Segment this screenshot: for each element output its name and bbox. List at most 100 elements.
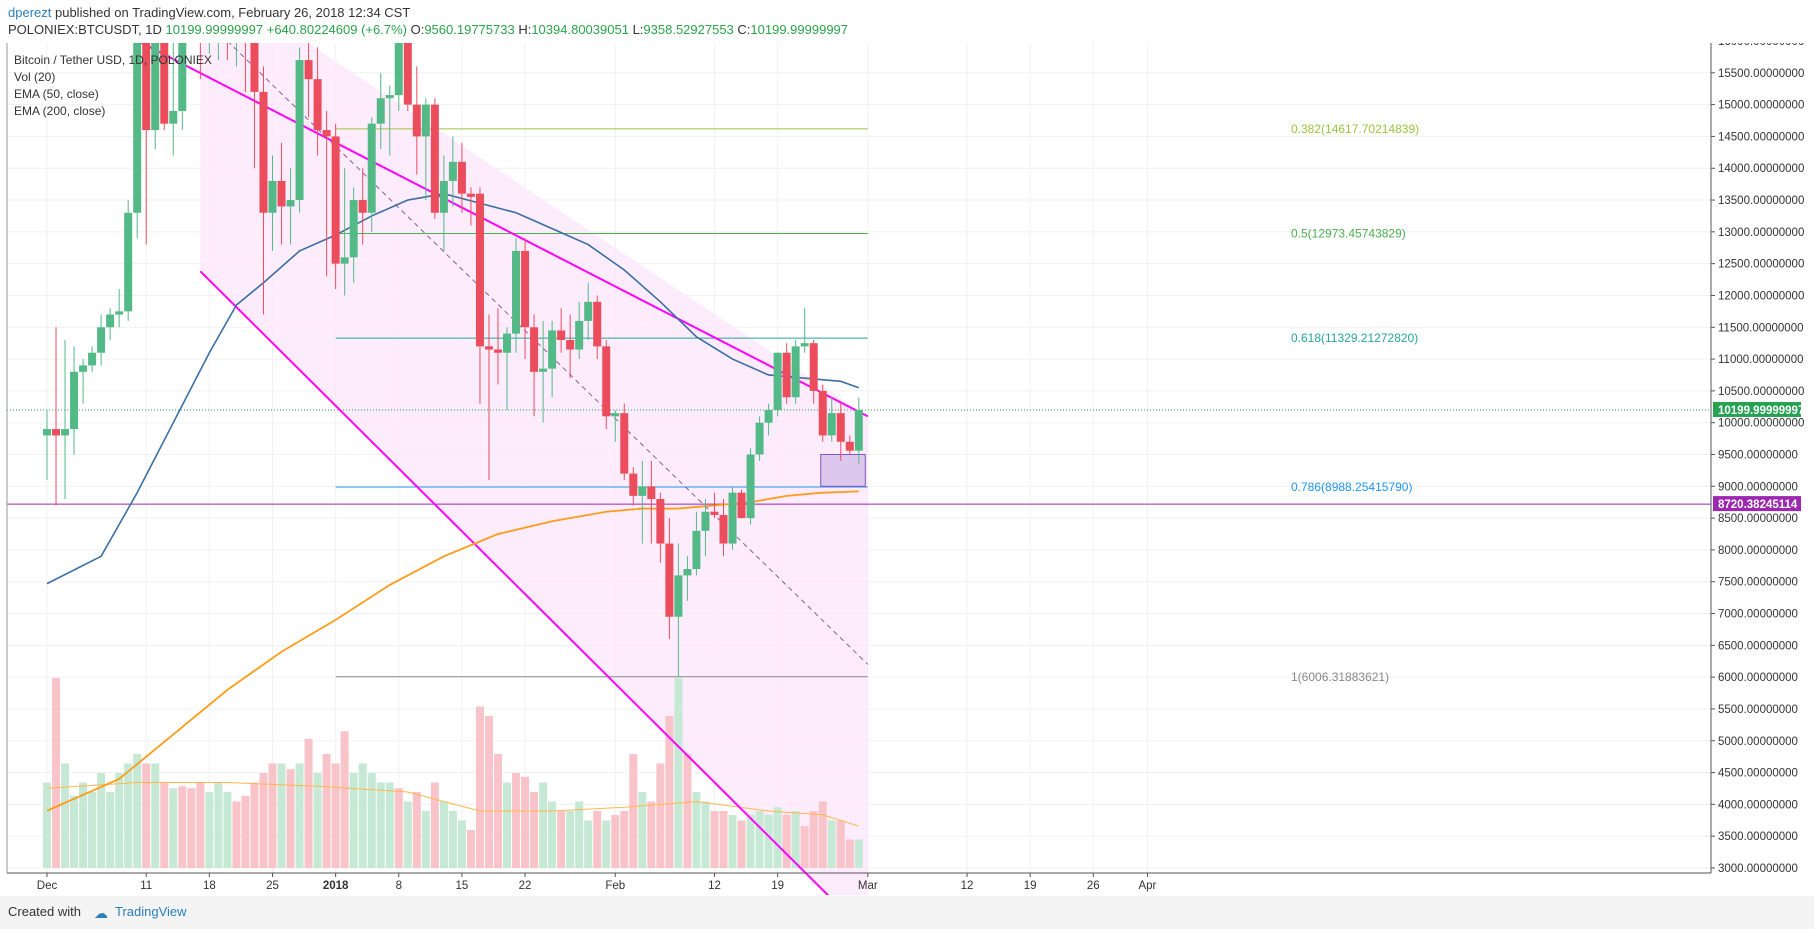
y-tick-label: 13500.00000000 (1718, 195, 1804, 207)
volume-bar (782, 814, 791, 868)
candle (611, 409, 620, 442)
volume-bar (665, 716, 674, 868)
volume-bar (106, 792, 115, 868)
candle (88, 346, 97, 372)
candle (584, 282, 593, 340)
x-tick-label: Mar (858, 880, 878, 892)
candle (331, 123, 340, 290)
volume-bar (169, 788, 178, 868)
volume-bar (692, 792, 701, 868)
fib-label: 0.5(12973.45743829) (1291, 227, 1406, 241)
tradingview-cloud-icon: ☁ (94, 905, 108, 921)
candle-body (584, 301, 593, 321)
candle (259, 66, 268, 315)
volume-bar (791, 811, 800, 868)
volume-bar (539, 782, 548, 868)
candle-body (692, 530, 701, 570)
candle-body (701, 511, 710, 531)
volume-ma-line (46, 782, 859, 827)
volume-bar (295, 763, 304, 868)
volume-bar (133, 754, 142, 868)
author-link[interactable]: dperezt (8, 5, 52, 20)
volume-bar (124, 763, 133, 868)
y-tick-label: 14500.00000000 (1718, 131, 1804, 143)
candle-body (593, 301, 602, 347)
candle (701, 499, 710, 557)
legend-ema50[interactable]: EMA (50, close) (14, 87, 99, 101)
candle (394, 43, 403, 111)
price-chart[interactable]: 0.382(14617.70214839) 0.5(12973.45743829)… (0, 43, 1814, 895)
volume-bar (512, 773, 521, 868)
candle-body (394, 43, 403, 96)
candle-body (818, 390, 827, 436)
legend-volume[interactable]: Vol (20) (14, 70, 56, 84)
candle-body (791, 346, 800, 398)
candle (286, 168, 295, 245)
volume-bar (629, 754, 638, 868)
support-price-tag-bg (1713, 496, 1801, 512)
y-tick-label: 3500.00000000 (1718, 831, 1798, 843)
volume-bar (719, 811, 728, 868)
volume-bar (530, 792, 539, 868)
y-tick-label: 10000.00000000 (1718, 418, 1804, 430)
volume-bar (241, 795, 250, 868)
x-tick-label: 15 (456, 880, 469, 892)
candle-body (755, 422, 764, 455)
candle-body (151, 43, 160, 131)
candle (133, 43, 142, 239)
candle-body (79, 365, 88, 372)
y-tick-label: 11500.00000000 (1718, 322, 1804, 334)
legend-ema200[interactable]: EMA (200, close) (14, 104, 106, 118)
candle (124, 200, 133, 321)
channel-bottom-line (199, 270, 830, 895)
candle-body (836, 413, 845, 442)
volume-bar (521, 776, 530, 868)
candle (61, 339, 70, 500)
x-tick-label: Apr (1138, 880, 1156, 892)
candle (629, 467, 638, 506)
low-label: L: (632, 22, 644, 37)
y-tick-label: 9500.00000000 (1718, 450, 1798, 462)
y-tick-label: 14000.00000000 (1718, 163, 1804, 175)
volume-bar (737, 820, 746, 868)
candle (656, 492, 665, 563)
volume-bar (412, 792, 421, 868)
volume-bar (710, 811, 719, 868)
candle-body (638, 486, 647, 496)
candle-body (88, 352, 97, 366)
tradingview-link[interactable]: TradingView (115, 904, 187, 919)
candle-body (575, 320, 584, 350)
volume-bar (232, 801, 241, 868)
candle (475, 187, 484, 404)
x-tick-label: 22 (519, 880, 532, 892)
candle (782, 343, 791, 404)
candle-body (70, 371, 79, 430)
volume-bar (638, 792, 647, 868)
chart-header: dperezt published on TradingView.com, Fe… (0, 0, 1814, 42)
candle (548, 320, 557, 398)
candle (494, 308, 502, 385)
candle-body (475, 193, 484, 347)
volume-bar (620, 811, 629, 868)
candle (530, 314, 539, 417)
low-value: 9358.52927553 (643, 22, 734, 37)
candle (79, 359, 88, 404)
price-change: +640.80224609 (+6.7%) (266, 22, 407, 37)
candle-body (286, 200, 295, 207)
candle-body (809, 343, 818, 391)
x-tick-label: 8 (396, 880, 402, 892)
candle-body (746, 454, 755, 519)
volume-bar (385, 782, 394, 868)
volume-bar (259, 773, 268, 868)
candle (430, 98, 439, 220)
candle-body (61, 429, 70, 436)
high-value: 10394.80039051 (531, 22, 629, 37)
candle-body (764, 409, 773, 423)
volume-bar (268, 763, 277, 868)
volume-bar (70, 795, 79, 868)
volume-bar (349, 773, 358, 868)
y-tick-label: 15500.00000000 (1718, 68, 1804, 80)
y-tick-label: 10500.00000000 (1718, 386, 1804, 398)
last-price-tag-bg (1713, 401, 1801, 417)
candle (268, 155, 277, 251)
